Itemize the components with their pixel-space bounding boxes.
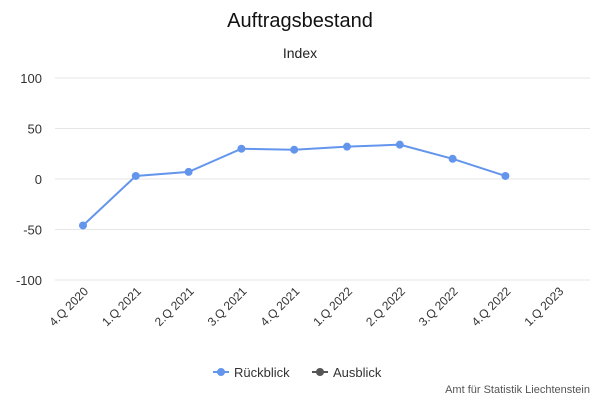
chart-subtitle: Index xyxy=(283,45,317,61)
data-point[interactable] xyxy=(79,221,87,230)
series-line xyxy=(82,143,506,227)
legend-marker-ausblick xyxy=(316,368,324,376)
data-point[interactable] xyxy=(343,142,351,151)
legend-item-ausblick[interactable]: Ausblick xyxy=(312,365,382,380)
x-axis-ticks: 4.Q 2020 1.Q 2021 2.Q 2021 3.Q 2021 4.Q 2021… xyxy=(46,284,566,329)
y-tick-label: -50 xyxy=(23,223,42,238)
data-point[interactable] xyxy=(448,154,457,163)
data-point[interactable] xyxy=(395,140,404,149)
x-tick-label: 2.Q 2021 xyxy=(152,284,197,329)
data-point[interactable] xyxy=(237,144,246,153)
data-point[interactable] xyxy=(131,171,140,180)
x-tick-label: 4.Q 2022 xyxy=(469,284,514,329)
data-point[interactable] xyxy=(501,171,510,180)
x-tick-label: 2.Q 2022 xyxy=(363,284,408,329)
x-tick-label: 1.Q 2022 xyxy=(310,284,355,329)
x-tick-label: 4.Q 2020 xyxy=(46,284,91,329)
data-point[interactable] xyxy=(184,167,193,176)
chart-credit[interactable]: Amt für Statistik Liechtenstein xyxy=(445,384,590,396)
data-point[interactable] xyxy=(290,145,299,154)
y-tick-label: 50 xyxy=(28,122,42,137)
chart-title: Auftragsbestand xyxy=(227,10,373,32)
y-tick-label: 100 xyxy=(20,71,42,86)
series-layer xyxy=(79,140,510,230)
x-tick-label: 1.Q 2021 xyxy=(99,284,144,329)
x-tick-label: 4.Q 2021 xyxy=(258,284,303,329)
x-tick-label: 3.Q 2021 xyxy=(205,284,250,329)
y-tick-label: -100 xyxy=(16,273,42,288)
x-tick-label: 1.Q 2023 xyxy=(522,284,567,329)
grid xyxy=(55,77,590,281)
y-axis-ticks: 100 50 0 -50 -100 xyxy=(16,71,42,288)
legend-item-rueckblick[interactable]: Rückblick xyxy=(213,365,290,380)
legend-marker-rueckblick xyxy=(217,368,225,376)
legend: Rückblick Ausblick xyxy=(213,365,382,380)
y-tick-label: 0 xyxy=(35,172,42,187)
legend-label-ausblick: Ausblick xyxy=(333,365,382,380)
legend-label-rueckblick: Rückblick xyxy=(234,365,290,380)
x-tick-label: 3.Q 2022 xyxy=(416,284,461,329)
